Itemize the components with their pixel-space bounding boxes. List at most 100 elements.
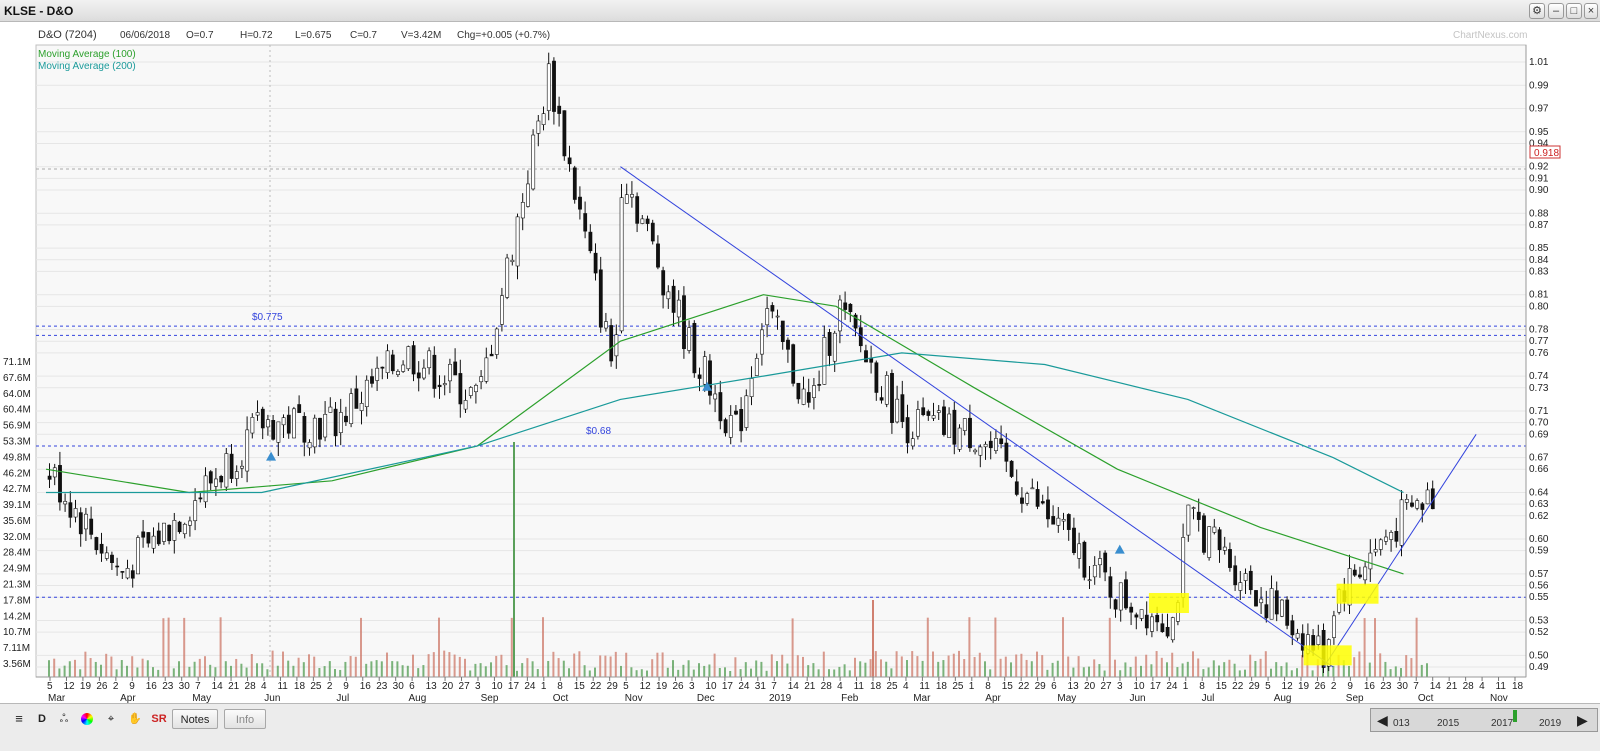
candle-body xyxy=(775,315,780,318)
annotation-068: $0.68 xyxy=(586,426,611,437)
volume-bar xyxy=(172,668,175,677)
candle-body xyxy=(432,354,437,389)
volume-bar xyxy=(963,659,966,677)
volume-bar xyxy=(1426,663,1428,677)
candle-body xyxy=(786,339,790,350)
volume-bar xyxy=(1176,667,1179,677)
x-day-label: 12 xyxy=(640,681,652,692)
info-button[interactable]: Info xyxy=(224,709,266,729)
candle-body xyxy=(702,356,707,385)
menu-icon[interactable]: ≡ xyxy=(15,711,23,726)
volume-bar xyxy=(1280,666,1283,677)
volume-bar xyxy=(198,658,201,677)
price-tick-label: 0.50 xyxy=(1529,650,1549,661)
candle-body xyxy=(916,409,920,437)
candle-body xyxy=(609,325,614,362)
timeline-navigator[interactable]: ◀ 013 2015 2017 2019 ▶ xyxy=(1370,708,1598,732)
candle-body xyxy=(344,415,348,423)
candle-body xyxy=(619,197,624,332)
nav-right-icon[interactable]: ▶ xyxy=(1577,712,1588,728)
x-day-label: 25 xyxy=(952,681,964,692)
candle-body xyxy=(1124,579,1128,609)
x-day-label: 23 xyxy=(376,681,388,692)
candle-body xyxy=(708,360,712,396)
candle-body xyxy=(63,501,68,505)
highlight-box xyxy=(1148,593,1189,614)
volume-bar xyxy=(734,657,737,677)
pan-hand-icon[interactable]: ✋ xyxy=(128,713,142,725)
nav-handle-left[interactable] xyxy=(1513,710,1517,722)
candle-body xyxy=(458,373,463,405)
minimize-icon[interactable]: – xyxy=(1548,3,1564,19)
volume-tick-label: 32.0M xyxy=(3,532,31,543)
candle-body xyxy=(255,412,260,416)
volume-bar xyxy=(838,666,841,677)
volume-bar xyxy=(843,664,846,677)
volume-bar xyxy=(1025,659,1028,677)
candle-body xyxy=(931,415,936,419)
candle-body xyxy=(734,410,738,415)
candle-body xyxy=(1285,599,1290,626)
candle-body xyxy=(302,416,307,443)
sr-icon[interactable]: SR xyxy=(151,713,167,725)
pointer-icon[interactable]: ⌖ xyxy=(107,713,115,725)
candle-body xyxy=(1248,570,1253,591)
candle-body xyxy=(1108,576,1113,598)
candle-body xyxy=(1394,531,1399,542)
volume-bar xyxy=(864,662,867,677)
candle-body xyxy=(78,512,83,535)
candle-body xyxy=(1035,489,1040,507)
signal-arrow-icon xyxy=(266,451,277,461)
volume-bar xyxy=(391,661,394,677)
maximize-icon[interactable]: □ xyxy=(1566,3,1582,19)
volume-tick-label: 3.56M xyxy=(3,659,31,670)
price-tick-label: 0.62 xyxy=(1529,511,1549,522)
price-tick-label: 0.94 xyxy=(1529,138,1549,149)
candle-body xyxy=(1384,536,1388,542)
volume-bar xyxy=(58,668,61,677)
volume-bar xyxy=(380,661,383,677)
nav-left-icon[interactable]: ◀ xyxy=(1377,712,1388,728)
notes-button[interactable]: Notes xyxy=(172,709,218,729)
price-chart[interactable]: 1.01 0.99 0.97 0.950.94 0.920.910.90 0.880.87… xyxy=(0,22,1600,703)
x-day-label: 15 xyxy=(1216,681,1228,692)
volume-bar xyxy=(110,656,113,677)
x-day-label: 15 xyxy=(1002,681,1014,692)
volume-bar xyxy=(880,659,882,677)
volume-bar xyxy=(1062,617,1064,677)
candle-body xyxy=(1217,529,1222,551)
volume-bar xyxy=(588,670,591,677)
volume-bar xyxy=(1186,661,1189,677)
volume-tick-label: 10.7M xyxy=(3,627,31,638)
volume-bar xyxy=(1394,666,1397,677)
draw-tool-icon[interactable]: D xyxy=(38,713,46,725)
price-tick-label: 0.49 xyxy=(1529,662,1549,673)
volume-bar xyxy=(807,665,810,677)
volume-bar xyxy=(630,667,633,677)
candle-body xyxy=(151,535,156,549)
candle-body xyxy=(1170,617,1175,641)
candle-body xyxy=(921,407,926,416)
x-day-label: 10 xyxy=(491,681,503,692)
color-wheel-icon[interactable] xyxy=(78,709,96,729)
link-icon[interactable]: ஃ xyxy=(59,713,69,725)
volume-bar xyxy=(854,657,856,677)
volume-bar xyxy=(536,669,539,677)
candle-body xyxy=(58,465,62,503)
volume-bar xyxy=(724,667,726,677)
candle-body xyxy=(177,521,182,533)
x-day-label: 3 xyxy=(1117,681,1123,692)
candle-body xyxy=(1196,511,1201,520)
trendline xyxy=(1323,434,1477,668)
candle-body xyxy=(234,471,239,479)
volume-bar xyxy=(656,652,659,677)
price-tick-label: 0.95 xyxy=(1529,127,1549,138)
plot-area[interactable] xyxy=(35,44,1527,678)
close-icon[interactable]: × xyxy=(1584,3,1598,19)
volume-bar xyxy=(360,617,362,677)
x-day-label: 24 xyxy=(1166,681,1178,692)
x-day-label: 22 xyxy=(590,681,602,692)
candle-body xyxy=(624,194,629,204)
legend-ma100: Moving Average (100) xyxy=(38,49,136,60)
settings-icon[interactable]: ⚙ xyxy=(1529,3,1545,19)
